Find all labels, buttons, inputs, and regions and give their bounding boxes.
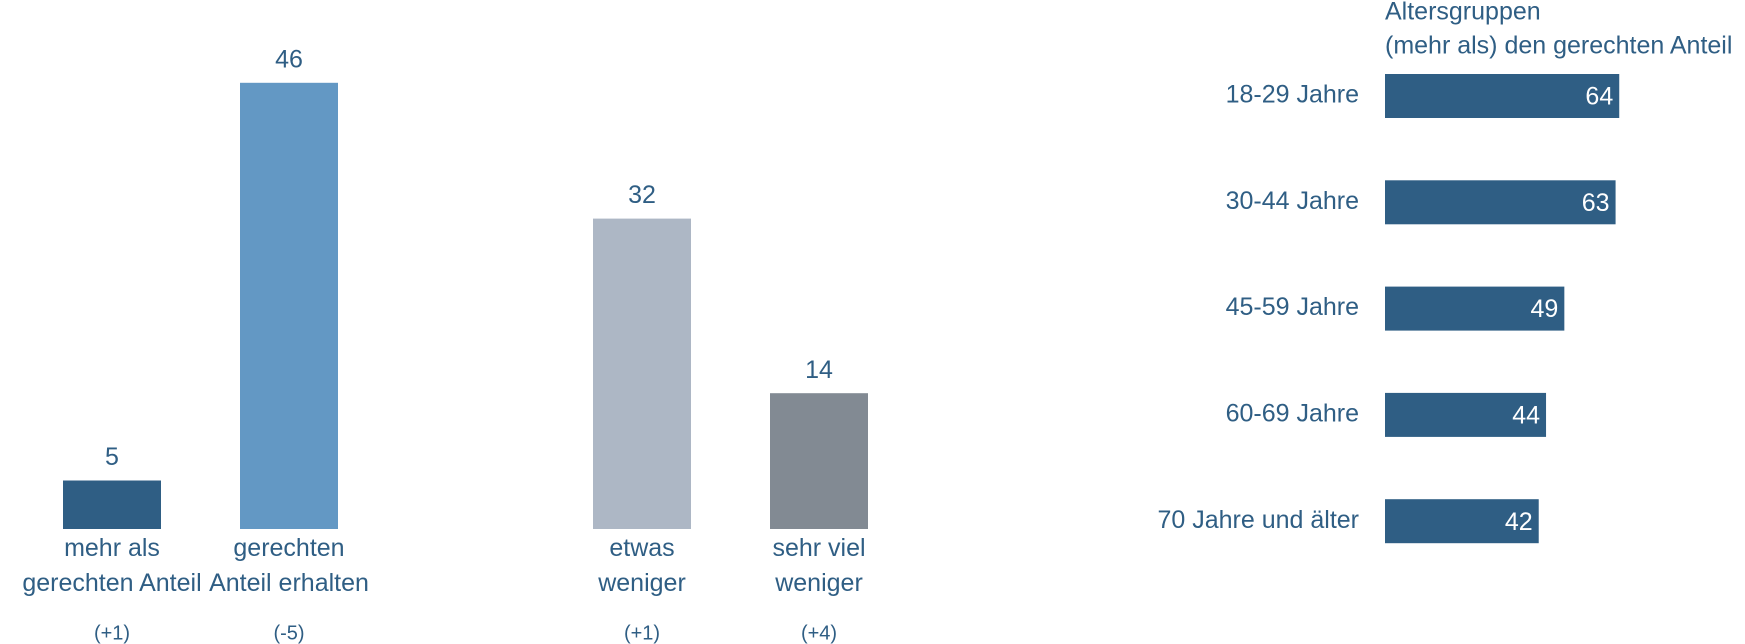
- bar: [1385, 74, 1620, 118]
- y-tick-label: 18-29 Jahre: [1226, 81, 1359, 109]
- x-tick-label: gerechten Anteil erhalten: [209, 534, 369, 597]
- change-label: (+1): [624, 622, 660, 644]
- value-label: 5: [105, 443, 119, 471]
- bar: [770, 393, 868, 529]
- bar: [1385, 286, 1565, 331]
- value-label: 46: [275, 45, 303, 73]
- value-label: 14: [805, 356, 833, 384]
- y-tick-label: 60-69 Jahre: [1226, 400, 1359, 428]
- bar: [593, 218, 691, 529]
- bar: [1385, 499, 1539, 544]
- x-tick-label: mehr als gerechten Anteil: [22, 534, 201, 597]
- change-label: (-5): [273, 622, 304, 644]
- bar: [1385, 392, 1547, 437]
- chart-subtitle: (mehr als) den gerechten Anteil: [1385, 32, 1732, 60]
- value-label: 32: [628, 181, 656, 209]
- value-label: 42: [1505, 508, 1533, 536]
- chart-title: Altersgruppen: [1385, 0, 1541, 26]
- value-label: 49: [1531, 295, 1559, 323]
- value-label: 63: [1582, 189, 1610, 217]
- x-tick-label: sehr viel weniger: [772, 534, 865, 597]
- y-tick-label: 30-44 Jahre: [1226, 187, 1359, 215]
- y-tick-label: 70 Jahre und älter: [1157, 506, 1359, 534]
- change-label: (+4): [801, 622, 837, 644]
- change-label: (+1): [94, 622, 130, 644]
- value-label: 64: [1585, 83, 1613, 111]
- bar: [63, 480, 161, 529]
- x-tick-label: etwas weniger: [597, 534, 686, 597]
- bar: [1385, 180, 1616, 225]
- value-label: 44: [1512, 402, 1540, 430]
- bar: [240, 82, 338, 530]
- y-tick-label: 45-59 Jahre: [1226, 293, 1359, 321]
